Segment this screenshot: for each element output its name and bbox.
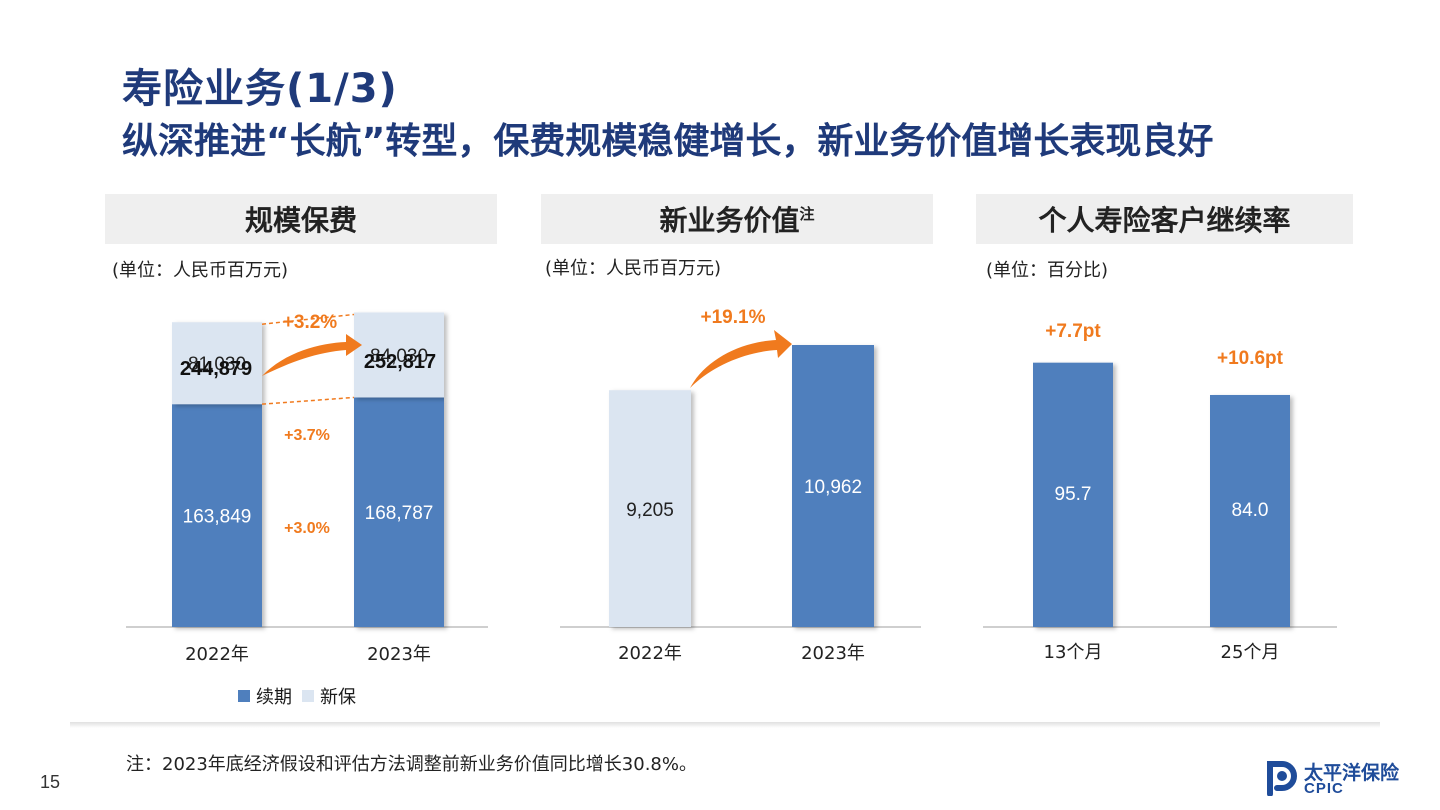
- page-number: 15: [40, 772, 61, 792]
- panel-header-nbv-label: 新业务价值: [659, 204, 800, 237]
- logo-text-en: CPIC: [1304, 780, 1344, 797]
- data-label-renewal: 163,849: [183, 507, 252, 528]
- chart-legend: 续期 新保: [238, 683, 356, 709]
- legend-label-new: 新保: [320, 687, 356, 708]
- bar-new: [172, 322, 262, 405]
- total-label: 252,817: [364, 351, 436, 373]
- panel-header-nbv-note: 注: [799, 204, 815, 223]
- panel-header-premium-label: 规模保费: [244, 204, 357, 237]
- bar-renewal: [354, 397, 444, 627]
- chart-premium: 163,849 81,030 2022年 168,787 84,030 2023年 244,…: [126, 312, 488, 665]
- x-tick-label: 2023年: [367, 644, 431, 665]
- x-tick-label: 2022年: [185, 644, 249, 665]
- connector-renewal: [261, 396, 355, 405]
- total-label: 244,879: [180, 358, 252, 380]
- panel-header-nbv: 新业务价值注: [541, 194, 933, 244]
- legend-label-renewal: 续期: [256, 687, 292, 708]
- growth-label-renewal: +3.0%: [284, 520, 330, 537]
- panel-header-persistency: 个人寿险客户继续率: [976, 194, 1353, 244]
- data-label-nbv: 9,205: [626, 500, 674, 521]
- x-tick-label: 13个月: [1044, 642, 1103, 663]
- legend-swatch-renewal: [238, 690, 250, 702]
- data-label-new: 81,030: [188, 354, 246, 375]
- unit-label-premium: (单位：人民币百万元): [112, 260, 289, 281]
- chart-nbv: 9,205 2022年 10,962 2023年 +19.1%: [560, 307, 921, 664]
- bar-new: [354, 312, 444, 398]
- bar-persistency: [1210, 394, 1290, 627]
- chart-persistency: 95.7 +7.7pt 13个月 84.0 +10.6pt 25个月: [983, 321, 1337, 663]
- bar-persistency: [1033, 362, 1113, 627]
- growth-label-nbv: +19.1%: [701, 307, 766, 328]
- bar-nbv: [792, 345, 874, 627]
- data-label-renewal: 168,787: [365, 503, 434, 524]
- data-label-new: 84,030: [370, 346, 428, 367]
- legend-item-renewal: 续期: [238, 683, 292, 709]
- unit-label-nbv: (单位：人民币百万元): [545, 258, 722, 279]
- page-title: 寿险业务(1/3): [122, 66, 398, 112]
- charts-canvas: 163,849 81,030 2022年 168,787 84,030 2023年 244,…: [126, 307, 1337, 665]
- legend-item-new: 新保: [302, 683, 356, 709]
- legend-swatch-new: [302, 690, 314, 702]
- growth-arrow: [262, 334, 362, 376]
- x-tick-label: 2022年: [618, 643, 682, 664]
- change-label: +7.7pt: [1045, 321, 1101, 342]
- growth-label-total: +3.2%: [283, 312, 338, 333]
- growth-label-new: +3.7%: [284, 427, 330, 444]
- unit-label-persistency: (单位：百分比): [986, 260, 1109, 281]
- cpic-logo: 太平洋保险 CPIC: [1264, 756, 1404, 800]
- data-label-persistency: 84.0: [1232, 500, 1269, 521]
- data-label-persistency: 95.7: [1055, 484, 1092, 505]
- x-tick-label: 2023年: [801, 643, 865, 664]
- data-label-nbv: 10,962: [804, 477, 862, 498]
- panel-header-persistency-label: 个人寿险客户继续率: [1038, 204, 1291, 237]
- cpic-logo-icon: [1267, 761, 1297, 796]
- connector-new: [261, 313, 355, 325]
- logo-text-cn: 太平洋保险: [1304, 762, 1400, 784]
- section-divider: [70, 722, 1380, 728]
- growth-arrow: [690, 330, 792, 388]
- footnote: 注：2023年底经济假设和评估方法调整前新业务价值同比增长30.8%。: [126, 754, 697, 775]
- bar-nbv: [609, 390, 691, 627]
- page-subtitle: 纵深推进“长航”转型，保费规模稳健增长，新业务价值增长表现良好: [122, 121, 1214, 162]
- x-tick-label: 25个月: [1221, 642, 1280, 663]
- bar-renewal: [172, 404, 262, 627]
- panel-header-premium: 规模保费: [105, 194, 497, 244]
- change-label: +10.6pt: [1217, 348, 1284, 369]
